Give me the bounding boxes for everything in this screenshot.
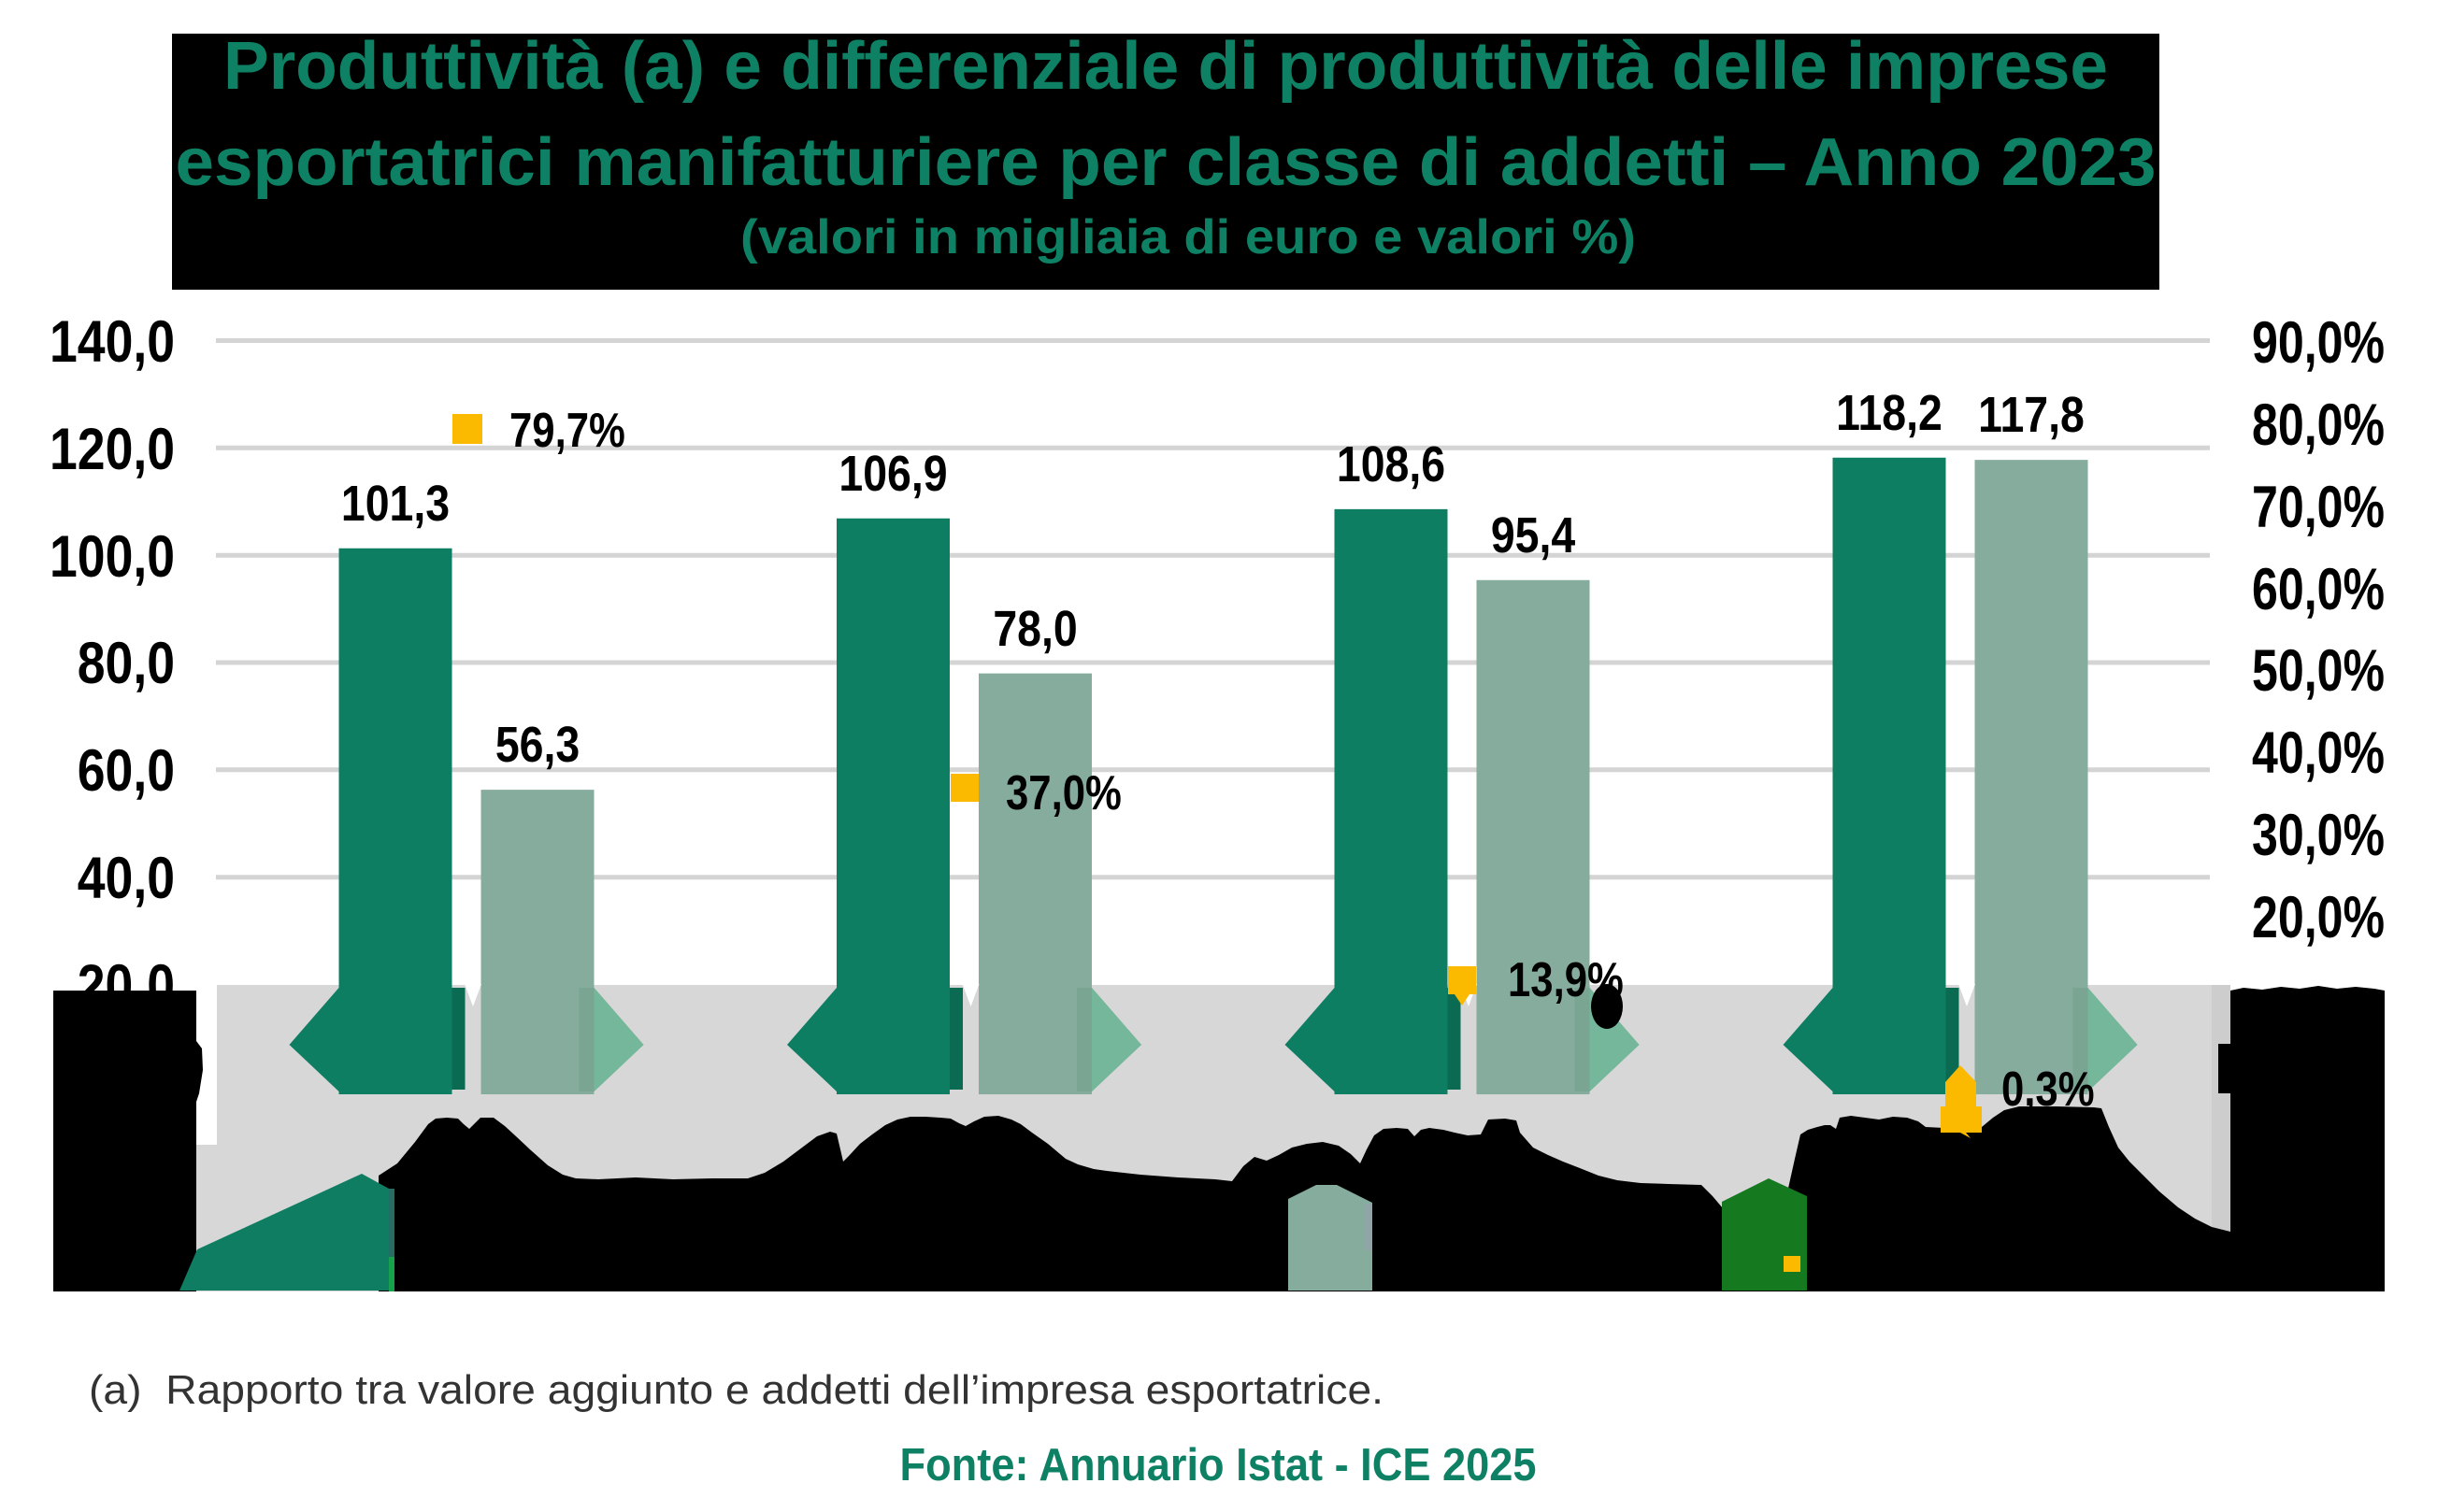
svg-text:108,6: 108,6 xyxy=(1337,435,1445,492)
svg-text:80,0%: 80,0% xyxy=(2252,392,2385,459)
svg-text:20,0%: 20,0% xyxy=(2252,885,2385,951)
svg-text:(valori in migliaia di euro e: (valori in migliaia di euro e valori %) xyxy=(740,210,1636,264)
svg-text:56,3: 56,3 xyxy=(495,716,580,773)
svg-text:117,8: 117,8 xyxy=(1978,386,2085,443)
svg-text:37,0%: 37,0% xyxy=(1006,767,1122,820)
svg-text:140,0: 140,0 xyxy=(50,309,175,375)
svg-text:Produttività (a) e differenzia: Produttività (a) e differenziale di prod… xyxy=(223,29,2108,104)
svg-text:60,0%: 60,0% xyxy=(2252,557,2385,623)
svg-text:90,0%: 90,0% xyxy=(2252,310,2385,377)
svg-text:95,4: 95,4 xyxy=(1491,506,1575,563)
svg-text:120,0: 120,0 xyxy=(50,417,175,482)
svg-text:30,0%: 30,0% xyxy=(2252,803,2385,869)
svg-text:50,0%: 50,0% xyxy=(2252,638,2385,705)
svg-text:60,0: 60,0 xyxy=(78,738,175,804)
svg-text:118,2: 118,2 xyxy=(1836,384,1942,441)
svg-text:78,0: 78,0 xyxy=(993,600,1077,657)
svg-text:40,0%: 40,0% xyxy=(2252,720,2385,787)
svg-text:106,9: 106,9 xyxy=(839,445,947,502)
svg-text:0,3%: 0,3% xyxy=(2001,1063,2095,1117)
svg-text:Fonte: Annuario Istat - ICE 20: Fonte: Annuario Istat - ICE 2025 xyxy=(900,1440,1537,1491)
svg-text:79,7%: 79,7% xyxy=(509,405,625,458)
svg-text:(a) Rapporto tra valore aggiu: (a) Rapporto tra valore aggiunto e addet… xyxy=(89,1367,1383,1413)
svg-text:101,3: 101,3 xyxy=(341,475,450,532)
svg-text:40,0: 40,0 xyxy=(78,846,175,911)
svg-text:100,0: 100,0 xyxy=(50,524,175,590)
svg-text:70,0%: 70,0% xyxy=(2252,475,2385,541)
svg-text:80,0: 80,0 xyxy=(78,631,175,696)
svg-text:esportatrici manifatturiere pe: esportatrici manifatturiere per classe d… xyxy=(176,125,2157,200)
